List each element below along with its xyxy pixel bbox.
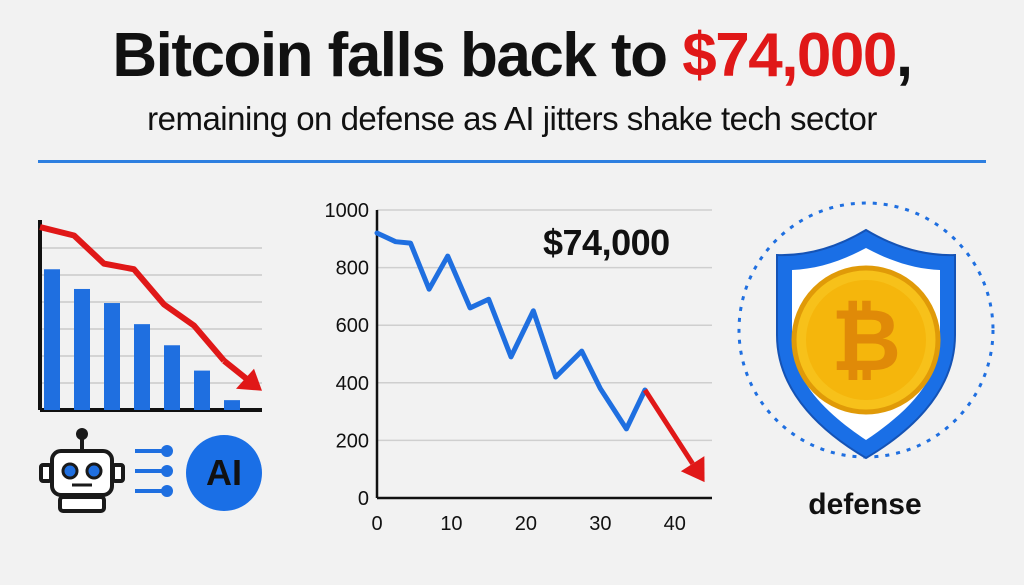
y-tick-label: 600 xyxy=(336,315,369,337)
bar-trend-arrowhead xyxy=(236,368,262,391)
bar xyxy=(104,303,120,410)
line-chart-x-ticks: 0 10 20 30 40 xyxy=(371,513,685,535)
y-tick-label: 800 xyxy=(336,258,369,280)
bar xyxy=(164,345,180,410)
headline: Bitcoin falls back to $74,000, xyxy=(0,21,1024,90)
headline-price: $74,000 xyxy=(682,21,897,90)
svg-text:₿: ₿ xyxy=(831,293,901,389)
bar-chart-bars xyxy=(44,269,240,410)
bitcoin-coin-icon: ₿ xyxy=(791,265,941,415)
bar xyxy=(44,269,60,410)
ai-badge: AI xyxy=(186,435,262,511)
bar xyxy=(224,400,240,410)
price-drop-arrow-shaft xyxy=(642,388,695,466)
network-nodes-icon xyxy=(135,445,173,497)
shield-icon: ₿ xyxy=(737,201,995,460)
y-tick-label: 1000 xyxy=(325,200,370,222)
bar xyxy=(74,288,90,410)
bar-trend-line xyxy=(39,224,227,363)
price-series-line xyxy=(374,230,648,432)
bar-chart-trend xyxy=(39,224,262,391)
headline-subtitle: remaining on defense as AI jitters shake… xyxy=(147,100,877,137)
headline-title: Bitcoin falls back to $74,000, xyxy=(112,21,913,90)
x-tick-label: 10 xyxy=(440,513,462,535)
price-line-chart: 1000 800 600 400 200 0 0 10 20 30 40 xyxy=(325,200,712,535)
x-tick-label: 40 xyxy=(664,513,686,535)
line-chart-axes xyxy=(375,210,712,500)
price-callout: $74,000 xyxy=(543,222,670,263)
bar xyxy=(194,370,210,410)
headline-prefix: Bitcoin falls back to xyxy=(112,21,683,90)
divider xyxy=(38,160,986,163)
price-drop-arrowhead xyxy=(680,456,705,483)
robot-icon xyxy=(39,428,125,513)
line-chart-y-ticks: 1000 800 600 400 200 0 xyxy=(325,200,370,510)
y-tick-label: 0 xyxy=(358,488,369,510)
headline-suffix: , xyxy=(895,21,913,90)
defense-label: defense xyxy=(808,488,922,521)
bar-chart-axes xyxy=(38,220,262,412)
x-tick-label: 20 xyxy=(515,513,537,535)
y-tick-label: 400 xyxy=(336,373,369,395)
line-chart-series xyxy=(374,230,648,432)
bar xyxy=(134,324,150,410)
declining-bar-chart xyxy=(38,220,262,412)
line-chart-arrow xyxy=(642,388,705,483)
x-tick-label: 0 xyxy=(371,513,382,535)
line-chart-grid xyxy=(377,209,712,442)
y-tick-label: 200 xyxy=(336,430,369,452)
x-tick-label: 30 xyxy=(589,513,611,535)
